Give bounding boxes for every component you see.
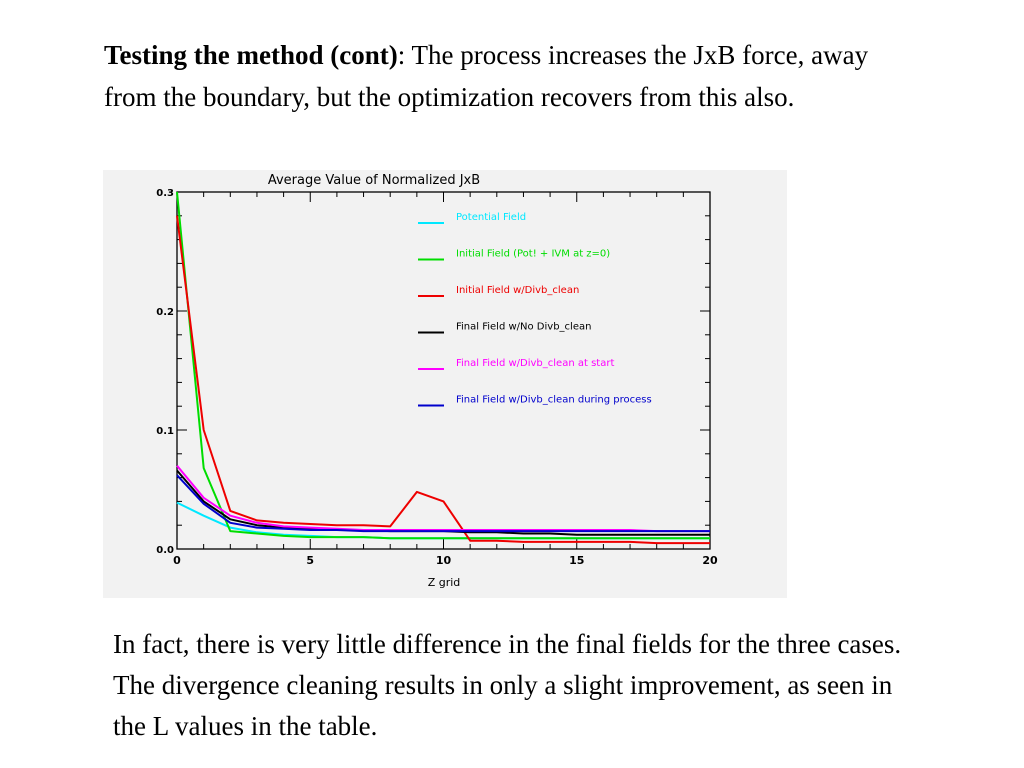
heading-bold-part: Testing the method (cont) [104,40,398,70]
axes: 0 5 10 15 20 0.0 0.1 0.2 0.3 [156,188,718,567]
y-tick-label: 0.1 [156,426,174,437]
x-tick-label: 10 [436,554,452,567]
conclusion-text: In fact, there is very little difference… [113,629,902,741]
y-tick-label: 0.2 [156,307,174,318]
y-tick-label: 0.0 [156,545,174,556]
legend-item: Initial Field w/Divb_clean [418,285,579,297]
legend-label: Initial Field w/Divb_clean [456,285,579,296]
legend-item: Final Field w/No Divb_clean [418,322,591,334]
chart-panel: Average Value of Normalized JxB 0 5 10 15 20… [103,170,787,598]
x-tick-label: 20 [702,554,718,567]
plot-frame [176,191,711,550]
chart-legend: Potential Field Initial Field (Pot! + IVM… [418,212,652,407]
legend-item: Final Field w/Divb_clean during process [418,395,652,407]
series-line [176,474,710,533]
legend-item: Final Field w/Divb_clean at start [418,358,614,370]
legend-item: Potential Field [418,212,526,224]
legend-label: Final Field w/No Divb_clean [456,322,591,333]
x-tick-label: 5 [306,554,314,567]
series-line [176,465,710,533]
x-tick-label: 15 [569,554,584,567]
legend-label: Initial Field (Pot! + IVM at z=0) [456,249,610,260]
legend-label: Final Field w/Divb_clean at start [456,358,614,369]
legend-label: Final Field w/Divb_clean during process [456,395,652,406]
heading-rest: : The process increases the JxB force, a… [104,40,869,112]
line-chart: Average Value of Normalized JxB 0 5 10 15 20… [156,173,718,589]
series-lines [176,191,710,545]
x-axis-label: Z grid [428,576,461,589]
series-line [176,191,710,540]
legend-item: Initial Field (Pot! + IVM at z=0) [418,249,610,261]
slide-heading: Testing the method (cont): The process i… [104,34,924,118]
chart-title: Average Value of Normalized JxB [268,173,480,188]
x-tick-label: 0 [173,554,181,567]
legend-label: Potential Field [456,212,526,223]
y-tick-label: 0.3 [156,188,174,199]
series-line [176,215,710,545]
